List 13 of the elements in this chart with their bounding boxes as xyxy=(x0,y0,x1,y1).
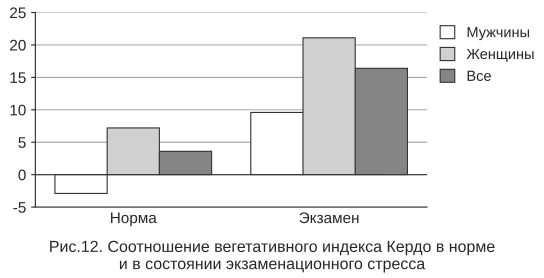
legend-label: Мужчины xyxy=(468,27,530,40)
y-tick-label: -5 xyxy=(13,202,26,213)
legend-label: Женщины xyxy=(466,48,534,62)
y-tick-label: 20 xyxy=(10,40,26,51)
text: Рис.12. Соотношение вегетативного индекса Кердо в норме и в состоянии экзаменационного стресса xyxy=(50,240,494,272)
y-tick-label: 15 xyxy=(10,72,26,84)
legend-label: Все xyxy=(468,70,491,81)
y-tick-label: 0 xyxy=(18,170,26,180)
y-tick-label: 25 xyxy=(10,7,26,18)
x-tick-label: Норма xyxy=(111,212,157,226)
y-tick-label: 5 xyxy=(18,137,26,148)
y-tick-label: 10 xyxy=(10,104,26,116)
x-tick-label: Экзамен xyxy=(300,212,358,224)
